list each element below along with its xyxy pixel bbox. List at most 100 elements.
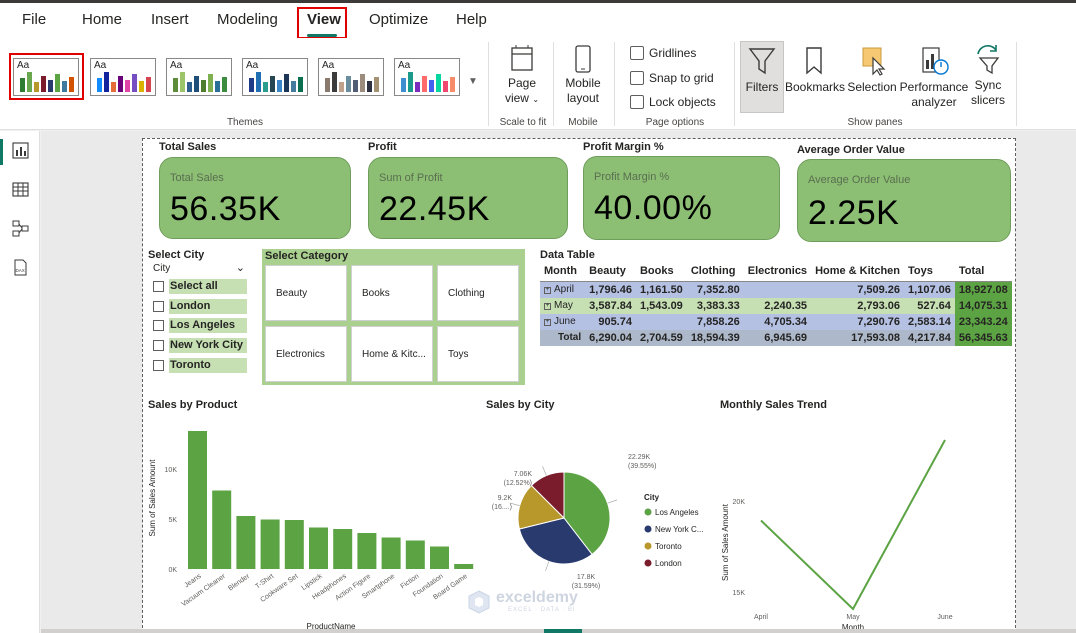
profit-margin-label: Profit Margin %	[594, 171, 670, 183]
selection-pane-button[interactable]: Selection	[845, 46, 899, 95]
series-line	[760, 439, 946, 611]
filters-pane-active-bg	[740, 41, 784, 113]
category-tile-electronics[interactable]: Electronics	[265, 326, 347, 382]
sales-by-city-title: Sales by City	[486, 399, 555, 411]
menu-file[interactable]: File	[22, 11, 47, 28]
funnel-icon	[748, 48, 776, 75]
report-page: Total Sales Total Sales 56.35K Profit Su…	[142, 138, 1016, 633]
selection-cursor-icon	[862, 47, 886, 76]
expand-plus-icon[interactable]: +	[544, 287, 551, 295]
category-tile-clothing[interactable]: Clothing	[437, 265, 519, 321]
expand-plus-icon[interactable]: +	[544, 303, 551, 310]
col-beauty[interactable]: Beauty	[585, 263, 636, 282]
legend-marker	[644, 525, 652, 533]
profit-title: Profit	[368, 141, 397, 153]
ribbon: Aa Aa Aa Aa Aa Aa ▼ Themes Page	[0, 38, 1076, 130]
profit-card[interactable]: Sum of Profit 22.45K	[368, 157, 568, 239]
page-view-button[interactable]: Page view ⌄	[496, 44, 548, 107]
model-view-icon[interactable]	[12, 220, 29, 237]
profit-label: Sum of Profit	[379, 172, 443, 184]
page-tabs-strip	[41, 629, 1076, 633]
avg-order-title: Average Order Value	[797, 144, 905, 156]
y-tick-label: 10K	[165, 467, 178, 474]
lock-objects-checkbox[interactable]: Lock objects	[630, 95, 716, 109]
pie-leader-line	[542, 466, 547, 476]
sales-by-city-chart[interactable]: 22.29K (39.55%) 17.8K (31.59%) 9.2K (16....) 7…	[478, 414, 718, 594]
menu-help[interactable]: Help	[456, 11, 487, 28]
theme-tile-3[interactable]: Aa	[166, 58, 232, 96]
city-slicer-header[interactable]: City ⌄	[153, 262, 245, 274]
col-toys[interactable]: Toys	[904, 263, 955, 282]
y-axis-label: Sum of Sales Amount	[721, 503, 730, 581]
view-switcher-rail: DAX	[0, 131, 40, 633]
filters-pane-button[interactable]: Filters	[740, 46, 784, 95]
report-view-icon[interactable]	[12, 142, 29, 159]
chevron-down-icon[interactable]: ⌄	[235, 262, 245, 274]
y-axis-label: Sum of Sales Amount	[148, 459, 157, 537]
theme-tile-1[interactable]: Aa	[13, 58, 79, 96]
bar	[357, 533, 377, 569]
chevron-down-icon: ⌄	[532, 95, 540, 104]
watermark-logo: exceldemy EXCEL · DATA · BI	[466, 587, 616, 617]
pie-slice	[563, 471, 611, 556]
total-sales-value: 56.35K	[170, 190, 281, 228]
active-page-tab[interactable]	[544, 629, 582, 633]
legend-marker	[644, 559, 652, 567]
col-total[interactable]: Total	[954, 263, 1012, 282]
performance-analyzer-button[interactable]: Performance analyzer	[899, 46, 969, 110]
table-view-icon[interactable]	[12, 181, 29, 198]
sync-slicers-button[interactable]: Sync slicers	[968, 42, 1008, 108]
avg-order-card[interactable]: Average Order Value 2.25K	[797, 159, 1011, 242]
themes-group-label: Themes	[226, 117, 264, 128]
mobile-layout-button[interactable]: Mobile layout	[558, 44, 608, 106]
mobile-phone-icon	[575, 45, 591, 73]
col-electronics[interactable]: Electronics	[743, 263, 812, 282]
dax-query-view-icon[interactable]: DAX	[12, 259, 29, 276]
table-row: + April 1,796.46 1,161.50 7,352.80 7,509.…	[540, 281, 1012, 298]
snap-to-grid-checkbox[interactable]: Snap to grid	[630, 71, 714, 85]
gridlines-checkbox[interactable]: Gridlines	[630, 46, 696, 60]
category-tile-home-kitchen[interactable]: Home & Kitc...	[351, 326, 433, 382]
theme-tile-6[interactable]: Aa	[394, 58, 460, 96]
expand-plus-icon[interactable]: +	[544, 319, 551, 326]
menu-view[interactable]: View	[307, 11, 341, 28]
pie-value-label: 17.8K	[577, 574, 596, 581]
profit-margin-value: 40.00%	[594, 189, 713, 227]
theme-tile-2[interactable]: Aa	[90, 58, 156, 96]
legend-title: City	[644, 493, 660, 502]
bar	[430, 546, 449, 569]
x-axis-label: Month	[842, 623, 864, 632]
themes-dropdown-chevron-icon[interactable]: ▼	[468, 76, 478, 87]
bar	[188, 431, 207, 569]
category-tile-beauty[interactable]: Beauty	[265, 265, 347, 321]
bookmarks-pane-button[interactable]: Bookmarks	[785, 46, 845, 95]
menu-insert[interactable]: Insert	[151, 11, 189, 28]
theme-tile-4[interactable]: Aa	[242, 58, 308, 96]
active-tab-indicator	[307, 34, 337, 37]
data-table-title: Data Table	[540, 249, 595, 261]
col-home-kitchen[interactable]: Home & Kitchen	[811, 263, 905, 282]
pie-leader-line	[607, 499, 618, 504]
col-books[interactable]: Books	[635, 263, 687, 282]
pie-slice	[518, 517, 593, 565]
legend-item: London	[655, 559, 682, 568]
table-row: + June 905.74 7,858.26 4,705.34 7,290.76 …	[540, 313, 1012, 330]
category-tile-toys[interactable]: Toys	[437, 326, 519, 382]
total-sales-card[interactable]: Total Sales 56.35K	[159, 157, 351, 239]
menu-home[interactable]: Home	[82, 11, 123, 28]
col-month[interactable]: Month	[540, 263, 586, 282]
profit-value: 22.45K	[379, 190, 490, 228]
profit-margin-card[interactable]: Profit Margin % 40.00%	[583, 156, 780, 240]
sales-by-product-title: Sales by Product	[148, 399, 238, 411]
theme-tile-5[interactable]: Aa	[318, 58, 384, 96]
col-clothing[interactable]: Clothing	[686, 263, 744, 282]
menu-optimize[interactable]: Optimize	[369, 11, 429, 28]
x-tick-label: Jeans	[183, 573, 203, 590]
menu-modeling[interactable]: Modeling	[217, 11, 278, 28]
legend-marker	[644, 542, 652, 550]
pie-value-label: 9.2K	[498, 495, 513, 502]
category-tile-books[interactable]: Books	[351, 265, 433, 321]
